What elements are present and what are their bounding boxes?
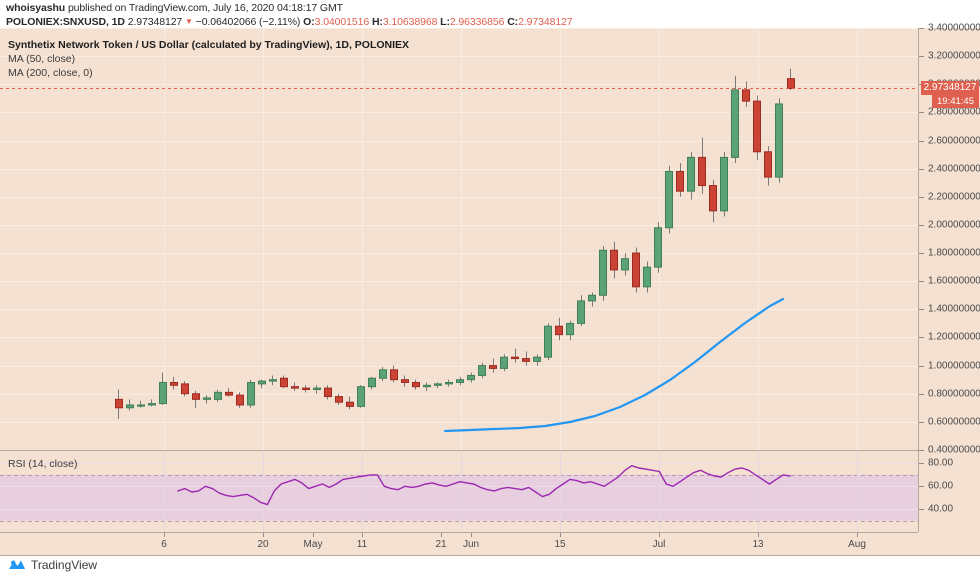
time-axis-border — [0, 555, 980, 556]
open-value: 3.04001516 — [314, 16, 370, 28]
last-price: 2.97348127 — [127, 16, 183, 28]
change-percent: (−2.11%) — [259, 16, 301, 28]
legend-title: Synthetix Network Token / US Dollar (cal… — [8, 39, 410, 51]
close-label: C: — [507, 16, 519, 28]
price-axis-tick — [919, 394, 924, 395]
chart-header: whoisyashu published on TradingView.com,… — [0, 0, 980, 28]
symbol-label: POLONIEX:SNXUSD, 1D — [6, 16, 125, 28]
price-axis-label: 2.40000000 — [928, 163, 980, 175]
high-value: 3.10638968 — [382, 16, 438, 28]
price-pane[interactable]: Synthetix Network Token / US Dollar (cal… — [0, 28, 918, 450]
time-axis-label: Jun — [462, 539, 480, 550]
price-axis-tick — [919, 309, 924, 310]
price-axis-label: 1.60000000 — [928, 275, 980, 287]
price-axis-tick — [919, 253, 924, 254]
price-axis-label: 0.40000000 — [928, 444, 980, 456]
down-arrow-icon: ▼ — [185, 17, 193, 26]
time-axis-tick — [857, 533, 858, 537]
price-axis-label: 1.40000000 — [928, 303, 980, 315]
price-axis-label: 0.60000000 — [928, 416, 980, 428]
price-axis-label: 2.80000000 — [928, 106, 980, 118]
open-label: O: — [303, 16, 315, 28]
low-label: L: — [440, 16, 450, 28]
rsi-axis-tick — [919, 509, 924, 510]
price-axis-tick — [919, 28, 924, 29]
current-price-badge: 2.97348127 — [921, 80, 979, 95]
time-axis-tick — [313, 533, 314, 537]
publish-info: published on TradingView.com, July 16, 2… — [67, 2, 343, 14]
pane-divider — [0, 450, 918, 451]
time-axis-label: 20 — [257, 539, 269, 550]
time-axis-tick — [164, 533, 165, 537]
chart-container[interactable]: Synthetix Network Token / US Dollar (cal… — [0, 23, 980, 556]
time-axis-tick — [758, 533, 759, 537]
time-axis-label: May — [303, 539, 323, 550]
rsi-axis-tick — [919, 486, 924, 487]
price-chart-svg — [0, 28, 918, 450]
price-axis-label: 2.20000000 — [928, 191, 980, 203]
rsi-bottom-divider — [0, 532, 918, 533]
price-legend: Synthetix Network Token / US Dollar (cal… — [8, 38, 409, 80]
price-axis-tick — [919, 422, 924, 423]
rsi-axis-label: 80.00 — [928, 457, 954, 469]
price-axis-tick — [919, 197, 924, 198]
price-axis-tick — [919, 141, 924, 142]
price-axis-label: 1.80000000 — [928, 247, 980, 259]
price-axis-tick — [919, 169, 924, 170]
time-axis-tick — [441, 533, 442, 537]
time-axis[interactable]: 6 20 May 11 21 Jun 15 Jul 13 Aug — [0, 533, 980, 556]
time-axis-label: 13 — [752, 539, 764, 550]
high-label: H: — [371, 16, 383, 28]
price-axis-label: 1.00000000 — [928, 360, 980, 372]
price-axis-tick — [919, 337, 924, 338]
price-axis-label: 3.40000000 — [928, 22, 980, 34]
time-axis-tick — [560, 533, 561, 537]
price-axis-tick — [919, 56, 924, 57]
time-axis-tick — [263, 533, 264, 537]
rsi-pane[interactable]: RSI (14, close) — [0, 452, 918, 532]
rsi-axis-tick — [919, 463, 924, 464]
publish-line: whoisyashu published on TradingView.com,… — [6, 2, 980, 15]
legend-ma-50: MA (50, close) — [8, 53, 76, 65]
time-axis-label: Aug — [848, 539, 866, 550]
legend-ma-200: MA (200, close, 0) — [8, 67, 93, 79]
rsi-chart-svg — [0, 452, 918, 532]
time-axis-label: Jul — [652, 539, 666, 550]
author-name: whoisyashu — [6, 2, 66, 14]
time-axis-tick — [471, 533, 472, 537]
price-axis-tick — [919, 112, 924, 113]
price-axis-tick — [919, 450, 924, 451]
time-axis-label: 21 — [435, 539, 447, 550]
tradingview-logo[interactable]: TradingView — [8, 558, 97, 572]
countdown-badge: 19:41:45 — [932, 94, 979, 108]
time-axis-tick — [659, 533, 660, 537]
price-axis-tick — [919, 225, 924, 226]
time-axis-tick — [362, 533, 363, 537]
price-axis-label: 3.20000000 — [928, 50, 980, 62]
time-axis-label: 15 — [554, 539, 566, 550]
price-axis-tick — [919, 366, 924, 367]
rsi-legend: RSI (14, close) — [8, 458, 78, 470]
time-axis-label: 6 — [161, 539, 167, 550]
low-value: 2.96336856 — [449, 16, 505, 28]
change-absolute: −0.06402066 — [195, 16, 257, 28]
time-axis-label: 11 — [356, 539, 368, 550]
close-value: 2.97348127 — [518, 16, 573, 28]
tradingview-brand-text: TradingView — [31, 558, 98, 572]
price-axis-tick — [919, 281, 924, 282]
rsi-axis-label: 40.00 — [928, 503, 954, 515]
price-axis-label: 0.80000000 — [928, 388, 980, 400]
rsi-axis-label: 60.00 — [928, 480, 954, 492]
axis-separator — [918, 28, 919, 532]
price-axis-label: 2.00000000 — [928, 219, 980, 231]
ticker-line: POLONIEX:SNXUSD, 1D 2.97348127 ▼ −0.0640… — [6, 15, 980, 29]
price-axis-label: 2.60000000 — [928, 135, 980, 147]
tradingview-mountain-icon — [9, 560, 25, 569]
price-axis-label: 1.20000000 — [928, 331, 980, 343]
